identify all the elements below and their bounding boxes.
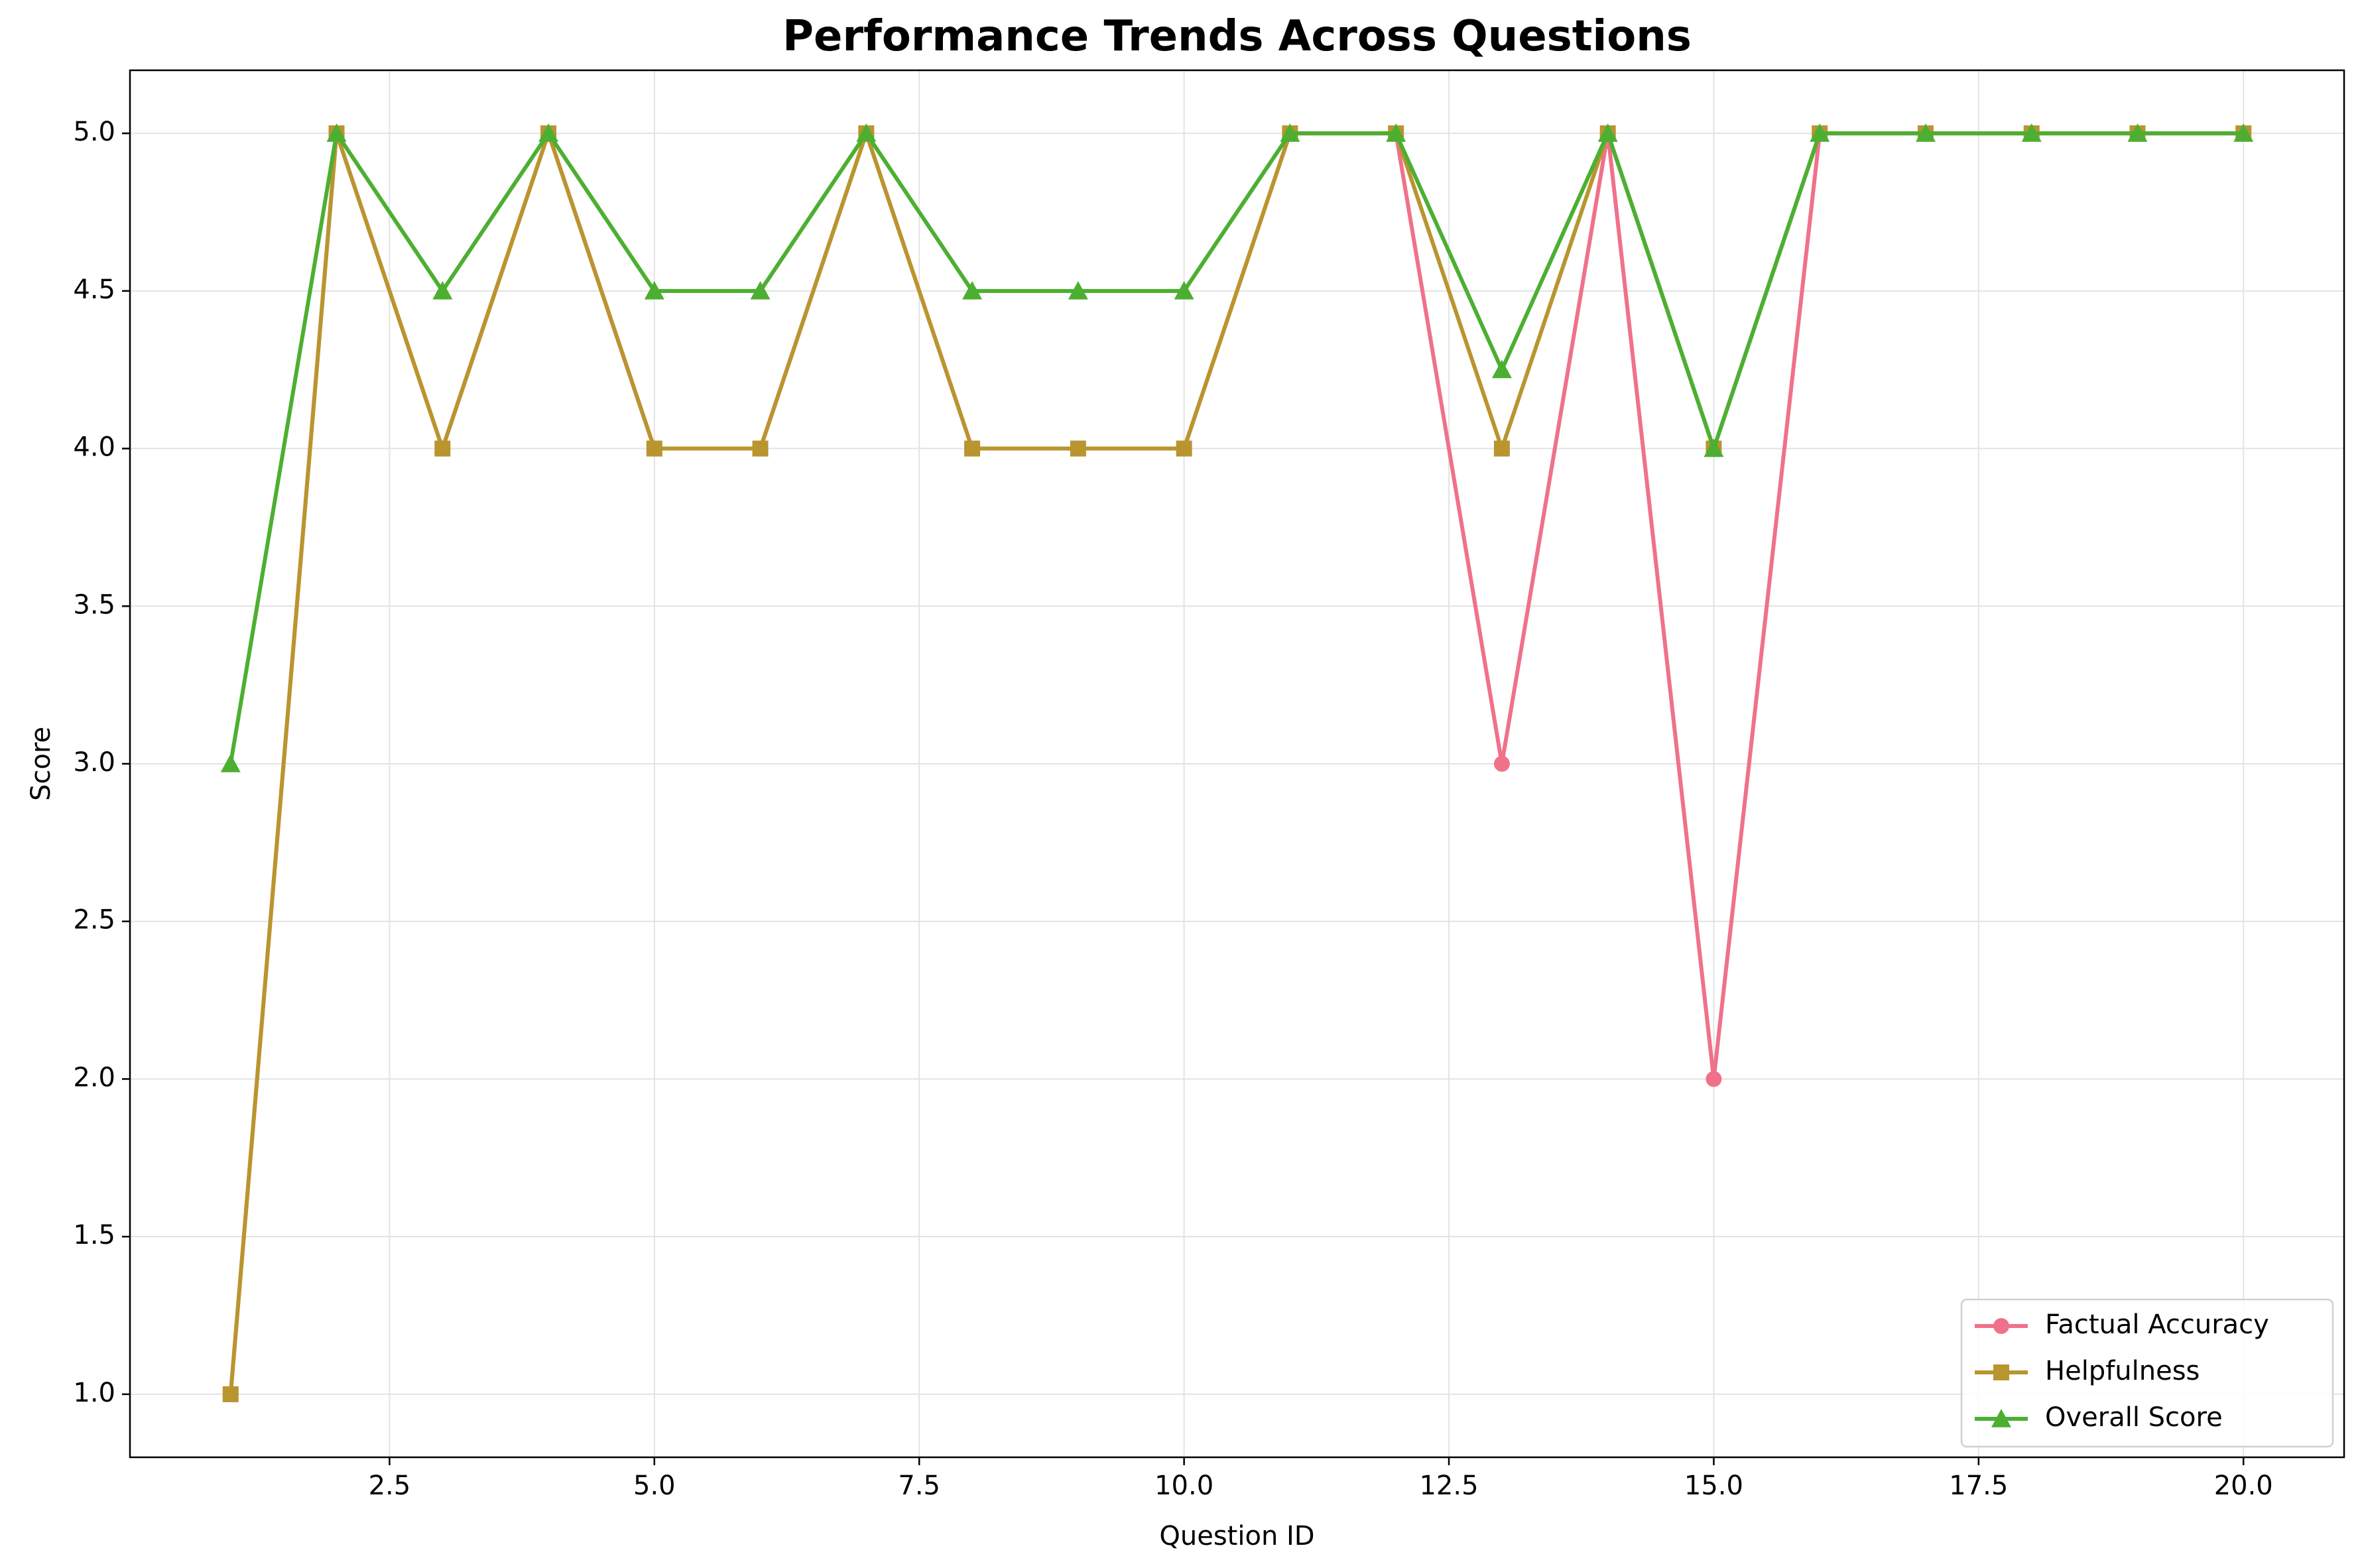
square-marker: [1493, 440, 1510, 457]
y-tick-label: 2.0: [73, 1062, 115, 1093]
series-lines: [220, 123, 2254, 1402]
legend-box: [1960, 1298, 2334, 1448]
triangle-marker: [220, 754, 241, 772]
legend: Factual Accuracy Helpfulness Overall Score: [1960, 1298, 2334, 1448]
square-marker: [1176, 440, 1192, 457]
y-tick-label: 1.5: [73, 1220, 115, 1250]
chart-title: Performance Trends Across Questions: [782, 12, 1692, 61]
x-tick-label: 10.0: [1154, 1471, 1213, 1501]
legend-item: Overall Score: [1975, 1402, 2223, 1433]
triangle-marker: [750, 280, 771, 300]
triangle-marker: [1704, 438, 1724, 457]
triangle-marker: [1597, 123, 1618, 142]
grid: [130, 70, 2344, 1457]
x-tick-label: 20.0: [2214, 1471, 2273, 1501]
triangle-marker: [538, 123, 559, 142]
x-tick-label: 17.5: [1949, 1471, 2008, 1501]
y-tick-label: 3.5: [73, 589, 115, 620]
square-marker: [964, 440, 981, 457]
x-axis-ticks: 2.5 5.0 7.5 10.0 12.5 15.0 17.5 20.0: [369, 1457, 2273, 1501]
square-marker: [434, 440, 451, 457]
square-marker: [646, 440, 662, 457]
y-axis-label: Score: [26, 727, 56, 801]
legend-label: Overall Score: [2045, 1402, 2223, 1433]
y-tick-label: 4.5: [73, 274, 115, 305]
y-tick-label: 1.0: [73, 1378, 115, 1408]
series-overall-score: [220, 123, 2254, 772]
square-marker: [222, 1386, 239, 1402]
x-tick-label: 2.5: [369, 1471, 411, 1501]
triangle-marker: [962, 280, 983, 300]
y-tick-label: 2.5: [73, 905, 115, 935]
triangle-marker: [1915, 123, 1936, 142]
legend-triangle-marker: [1991, 1409, 2011, 1427]
y-tick-label: 5.0: [73, 117, 115, 147]
legend-circle-marker: [1993, 1318, 2009, 1334]
triangle-marker: [1280, 123, 1300, 142]
legend-label: Helpfulness: [2045, 1356, 2200, 1386]
triangle-marker: [2127, 123, 2148, 142]
square-marker: [752, 440, 769, 457]
x-tick-label: 7.5: [898, 1471, 940, 1501]
x-tick-label: 12.5: [1419, 1471, 1478, 1501]
triangle-marker: [1386, 123, 1406, 142]
x-tick-label: 15.0: [1684, 1471, 1743, 1501]
legend-item: Helpfulness: [1975, 1356, 2200, 1386]
triangle-marker: [644, 280, 664, 300]
legend-square-marker: [1993, 1364, 2009, 1380]
triangle-marker: [326, 123, 347, 142]
legend-item: Factual Accuracy: [1975, 1309, 2269, 1340]
series-line: [228, 131, 2246, 766]
x-tick-label: 5.0: [633, 1471, 676, 1501]
triangle-marker: [1174, 280, 1194, 300]
y-axis-ticks: 1.0 1.5 2.0 2.5 3.0 3.5 4.0 4.5 5.0: [73, 117, 130, 1408]
triangle-marker: [2021, 123, 2042, 142]
triangle-marker: [2233, 123, 2254, 142]
y-tick-label: 4.0: [73, 432, 115, 463]
triangle-marker: [856, 123, 877, 142]
x-axis-label: Question ID: [1159, 1521, 1314, 1551]
square-marker: [1070, 440, 1086, 457]
triangle-marker: [1491, 359, 1512, 379]
circle-marker: [1493, 756, 1510, 772]
legend-label: Factual Accuracy: [2045, 1309, 2269, 1340]
circle-marker: [1706, 1071, 1722, 1087]
triangle-marker: [1810, 123, 1830, 142]
triangle-marker: [1068, 280, 1088, 300]
y-tick-label: 3.0: [73, 747, 115, 778]
triangle-marker: [432, 280, 453, 300]
